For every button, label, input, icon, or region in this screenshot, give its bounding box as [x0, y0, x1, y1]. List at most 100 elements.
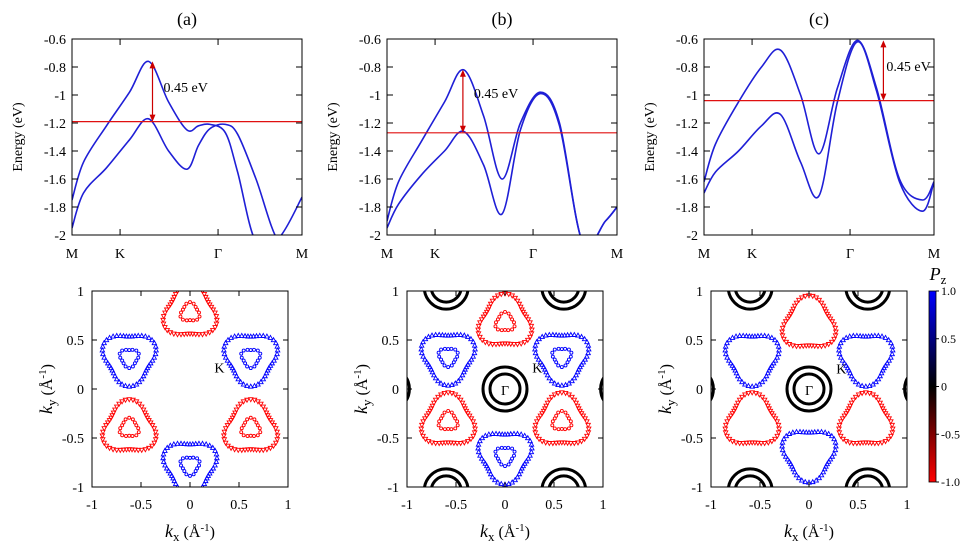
pocket-marker	[566, 380, 573, 386]
pocket-marker	[722, 422, 729, 429]
colorbar-label: Pz	[929, 264, 947, 287]
pocket-marker	[763, 372, 770, 379]
x-axis-label: kx (Å-1)	[165, 521, 215, 544]
pocket-marker	[528, 327, 535, 333]
inner-pocket-marker	[182, 304, 187, 309]
pocket-marker	[189, 440, 196, 447]
pocket-marker	[485, 307, 492, 313]
pocket-marker	[485, 341, 492, 347]
pocket-marker	[260, 447, 267, 454]
pocket-marker	[831, 435, 838, 442]
pocket-marker	[457, 441, 464, 447]
pocket-marker	[171, 477, 178, 484]
pocket-marker	[143, 413, 150, 419]
pocket-marker	[505, 480, 512, 487]
pocket-1	[531, 331, 592, 388]
pocket-marker	[274, 437, 281, 443]
colorbar-tick-label: -0.5	[941, 427, 960, 441]
inner-pocket-marker	[258, 430, 263, 435]
pocket-marker	[149, 423, 156, 429]
gamma-ring-inner	[488, 372, 522, 406]
pocket-marker	[160, 458, 167, 464]
pocket-marker	[878, 369, 885, 376]
pocket-marker	[580, 358, 587, 365]
pocket-marker	[221, 350, 228, 357]
pocket-marker	[725, 357, 732, 363]
pocket-marker	[244, 397, 250, 404]
y-tick-label: -2	[54, 229, 66, 244]
pocket-marker	[808, 429, 815, 435]
inner-pocket-marker	[566, 426, 571, 431]
gap-label: 0.45 eV	[164, 81, 208, 96]
pocket-marker	[886, 416, 893, 422]
y-tick-label: 0	[392, 383, 399, 398]
pocket-marker	[803, 343, 810, 349]
pocket-marker	[267, 445, 274, 452]
pocket-4	[722, 390, 783, 447]
fermi-surface-panel-a: K -1 -0.5 0 0.5 1 1 0.5 0 -0.5 -1 kx (Å-1) ky (Å-1)	[36, 285, 292, 544]
pocket-marker	[793, 344, 800, 350]
inner-pocket-marker	[512, 453, 516, 458]
y-tick-label: -1	[72, 481, 84, 496]
inner-pocket-marker	[512, 324, 517, 329]
inner-pocket-marker	[455, 354, 460, 359]
pocket-marker	[122, 397, 129, 404]
pocket-marker	[811, 343, 818, 350]
pocket-marker	[825, 342, 832, 348]
x-tick-label: 0	[502, 498, 509, 513]
inner-pocket-marker	[134, 348, 139, 353]
pocket-marker	[504, 431, 511, 437]
pocket-marker	[228, 418, 235, 424]
inner-pocket-marker	[566, 416, 571, 421]
pocket-marker	[574, 403, 581, 410]
pocket-marker	[843, 334, 850, 340]
pocket-marker	[475, 441, 482, 447]
pocket-marker	[99, 350, 106, 357]
pocket-marker	[496, 430, 503, 437]
pocket-marker	[859, 390, 866, 397]
inner-pocket-marker	[442, 427, 447, 432]
pocket-marker	[199, 486, 201, 487]
pocket-marker	[447, 440, 454, 446]
pocket-marker	[789, 429, 796, 435]
pocket-marker	[103, 443, 110, 450]
pocket-marker	[578, 333, 585, 339]
pocket-marker	[199, 440, 206, 446]
pocket-5	[418, 331, 479, 388]
pocket-marker	[875, 375, 882, 382]
pocket-marker	[221, 429, 228, 436]
pocket-marker	[836, 343, 843, 349]
inner-pocket-marker	[510, 327, 515, 332]
pocket-marker	[489, 430, 496, 436]
inner-pocket-marker	[550, 419, 555, 424]
pocket-marker	[779, 446, 786, 453]
pocket-marker	[789, 309, 796, 315]
inner-pocket-marker	[503, 309, 507, 314]
pocket-marker	[485, 465, 492, 471]
pocket-marker	[457, 374, 464, 381]
pocket-marker	[151, 354, 158, 360]
k-point-label: K	[532, 361, 542, 376]
pocket-marker	[837, 339, 844, 346]
pocket-marker	[445, 440, 452, 446]
inner-pocket-marker	[191, 301, 196, 306]
pocket-marker	[521, 460, 528, 466]
pocket-marker	[160, 314, 167, 320]
pocket-marker	[436, 331, 443, 337]
inner-pocket-marker	[121, 420, 126, 425]
inner-pocket-marker	[451, 360, 456, 365]
y-tick-label: -1.4	[44, 145, 66, 160]
pocket-marker	[806, 343, 812, 349]
pocket-marker	[230, 413, 237, 419]
pocket-marker	[170, 331, 177, 338]
inner-pocket-marker	[446, 408, 451, 413]
inner-pocket-marker	[127, 433, 132, 438]
pocket-marker	[487, 301, 494, 308]
pocket-marker	[724, 433, 731, 440]
pocket-marker	[145, 445, 152, 452]
pocket-marker	[882, 334, 889, 340]
pocket-marker	[170, 474, 177, 481]
inner-pocket-marker	[569, 350, 574, 355]
pocket-marker	[450, 331, 457, 338]
inner-pocket-marker	[556, 346, 561, 351]
